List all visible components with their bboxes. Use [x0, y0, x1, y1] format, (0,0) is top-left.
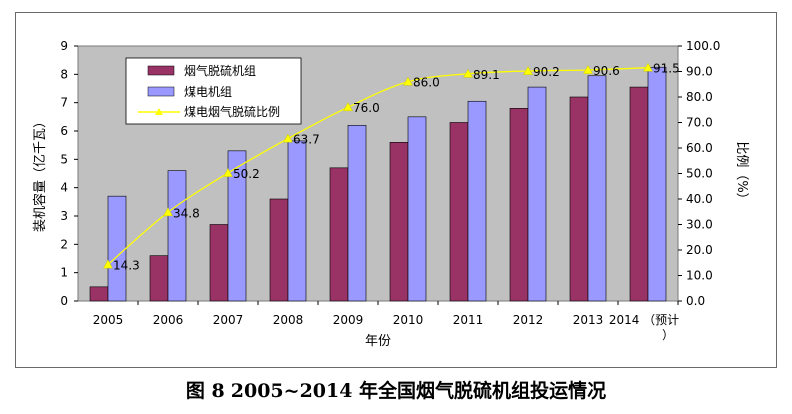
data-label: 90.2	[533, 65, 560, 79]
data-label: 34.8	[173, 206, 200, 220]
bar-desulfurization	[629, 86, 649, 302]
line-point-marker	[163, 207, 173, 217]
x-tick-label: 2007	[213, 313, 244, 327]
bar-coal-power	[407, 116, 427, 302]
bar-desulfurization	[149, 255, 169, 302]
line-desulfurization-ratio	[107, 67, 649, 266]
y-tick-label: 7	[60, 96, 68, 110]
x-tick-label: 2006	[153, 313, 184, 327]
y-tick-label: 5	[60, 152, 68, 166]
bar-desulfurization	[269, 198, 289, 302]
x-axis-title: 年份	[365, 334, 391, 349]
y2-tick-label: 50.0	[686, 167, 713, 181]
bar-desulfurization	[209, 224, 229, 302]
bar-coal-power	[287, 140, 307, 302]
x-tick-label: 2014 （预计	[609, 313, 679, 327]
y-axis-title: 装机容量（亿千瓦）	[32, 115, 48, 232]
y-tick-label: 2	[60, 237, 68, 251]
y-tick-label: 1	[60, 266, 68, 280]
legend-label: 煤电机组	[184, 85, 232, 99]
data-label: 91.5	[653, 62, 680, 76]
data-label: 86.0	[413, 76, 440, 90]
bar-desulfurization	[569, 96, 589, 302]
y2-tick-label: 100.0	[686, 39, 720, 53]
x-tick-label: 2010	[393, 313, 424, 327]
legend-marker	[155, 108, 163, 115]
bar-coal-power	[467, 100, 487, 302]
caption-title: 2005~2014 年全国烟气脱硫机组投运情况	[230, 380, 607, 402]
bar-coal-power	[587, 75, 607, 302]
y2-tick-label: 0.0	[686, 294, 705, 308]
line-point-marker	[283, 133, 293, 143]
y-tick-label: 4	[60, 181, 68, 195]
line-point-marker	[103, 259, 113, 269]
data-label: 90.6	[593, 64, 620, 78]
figure-caption: 图 8 2005~2014 年全国烟气脱硫机组投运情况	[0, 376, 792, 403]
y-tick-label: 8	[60, 67, 68, 81]
legend-label: 煤电烟气脱硫比例	[184, 104, 280, 119]
x-tick-label: 2012	[513, 313, 544, 327]
x-tick-label: 2008	[273, 313, 304, 327]
data-label: 50.2	[233, 167, 260, 181]
y-tick-label: 6	[60, 124, 68, 138]
y2-axis-title: 比例（%）	[734, 141, 749, 205]
bar-desulfurization	[89, 286, 109, 302]
y-tick-label: 0	[60, 294, 68, 308]
bar-coal-power	[347, 125, 367, 302]
y2-tick-label: 70.0	[686, 116, 713, 130]
data-label: 63.7	[293, 133, 320, 147]
line-point-marker	[343, 102, 353, 112]
caption-figure-number: 图 8	[185, 380, 225, 402]
y2-tick-label: 20.0	[686, 243, 713, 257]
bar-coal-power	[647, 66, 667, 302]
y2-tick-label: 30.0	[686, 218, 713, 232]
line-point-marker	[223, 167, 233, 177]
x-tick-label: 2011	[453, 313, 484, 327]
legend-swatch-coal-power	[147, 86, 175, 97]
data-label: 89.1	[473, 68, 500, 82]
line-point-marker	[523, 65, 533, 75]
bar-desulfurization	[329, 167, 349, 302]
bar-coal-power	[167, 170, 187, 302]
x-tick-label: ）	[662, 328, 674, 342]
legend-label: 烟气脱硫机组	[184, 63, 256, 78]
bar-coal-power	[527, 86, 547, 302]
bar-desulfurization	[389, 142, 409, 302]
line-point-marker	[463, 68, 473, 78]
x-tick-label: 2013	[573, 313, 604, 327]
y2-tick-label: 60.0	[686, 141, 713, 155]
bar-desulfurization	[509, 108, 529, 302]
y2-tick-label: 90.0	[686, 65, 713, 79]
x-tick-label: 2005	[93, 313, 124, 327]
data-label: 14.3	[113, 259, 140, 273]
y2-tick-label: 80.0	[686, 90, 713, 104]
x-tick-label: 2009	[333, 313, 364, 327]
chart-svg: 01234567890.010.020.030.040.050.060.070.…	[32, 39, 749, 349]
y-tick-label: 3	[60, 209, 68, 223]
line-point-marker	[583, 64, 593, 74]
chart-frame: 0 1 2 3 4 5 6 7 8 9 0.0 10.0 20.0 30.0 40.0 50.0 60.0 70.…	[15, 12, 777, 368]
y-tick-label: 9	[60, 39, 68, 53]
bar-desulfurization	[449, 122, 469, 302]
data-label: 76.0	[353, 101, 380, 115]
y2-tick-label: 10.0	[686, 269, 713, 283]
line-point-marker	[643, 62, 653, 72]
y2-tick-label: 40.0	[686, 192, 713, 206]
bar-coal-power	[227, 150, 247, 302]
bar-coal-power	[107, 195, 127, 302]
legend-swatch-desulfurization	[147, 65, 175, 76]
line-point-marker	[403, 76, 413, 86]
